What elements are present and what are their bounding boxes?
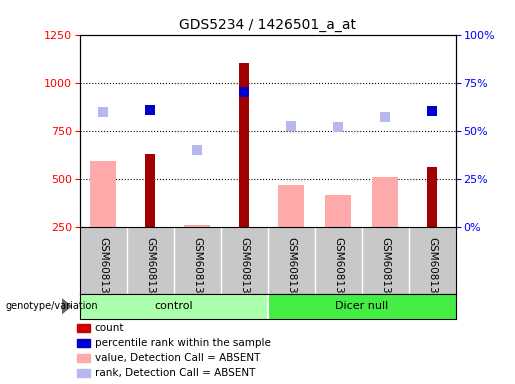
Bar: [77, 339, 90, 347]
Bar: [145, 154, 156, 227]
Bar: [427, 167, 437, 227]
Text: control: control: [154, 301, 193, 311]
Text: GSM608133: GSM608133: [239, 237, 249, 300]
Text: rank, Detection Call = ABSENT: rank, Detection Call = ABSENT: [95, 368, 255, 378]
Text: GSM608130: GSM608130: [98, 237, 108, 300]
Text: Dicer null: Dicer null: [335, 301, 388, 311]
Text: genotype/variation: genotype/variation: [5, 301, 98, 311]
Bar: [184, 225, 210, 227]
Bar: [77, 324, 90, 332]
Bar: [91, 161, 116, 227]
Bar: [372, 177, 398, 227]
Text: GSM608132: GSM608132: [192, 237, 202, 300]
Bar: [279, 185, 304, 227]
Text: GSM608136: GSM608136: [380, 237, 390, 300]
Text: GSM608135: GSM608135: [333, 237, 344, 300]
Bar: [77, 369, 90, 377]
Bar: [239, 63, 249, 227]
Text: GSM608137: GSM608137: [427, 237, 437, 300]
Text: GSM608131: GSM608131: [145, 237, 156, 300]
Text: count: count: [95, 323, 124, 333]
Bar: [77, 354, 90, 362]
Text: GSM608134: GSM608134: [286, 237, 296, 300]
Text: value, Detection Call = ABSENT: value, Detection Call = ABSENT: [95, 353, 260, 363]
Title: GDS5234 / 1426501_a_at: GDS5234 / 1426501_a_at: [179, 18, 356, 32]
Text: percentile rank within the sample: percentile rank within the sample: [95, 338, 270, 348]
Bar: [325, 195, 351, 227]
Polygon shape: [62, 299, 71, 314]
